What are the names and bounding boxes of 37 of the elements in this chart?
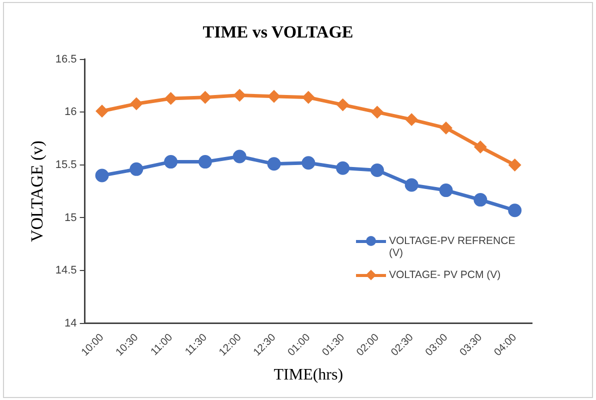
- legend-label: VOLTAGE-PV REFRENCE (V): [389, 235, 516, 259]
- point: [232, 150, 246, 164]
- y-tick-label: 14.5: [55, 264, 77, 277]
- point: [302, 156, 316, 170]
- point: [406, 114, 418, 126]
- point: [198, 155, 212, 169]
- point: [267, 157, 281, 171]
- point: [165, 92, 177, 104]
- point: [130, 98, 142, 110]
- point: [95, 168, 109, 182]
- point: [371, 106, 383, 118]
- y-tick-label: 16.5: [55, 53, 77, 66]
- point: [234, 90, 246, 102]
- point: [439, 184, 453, 198]
- point: [474, 141, 486, 153]
- point: [302, 92, 314, 104]
- x-axis-title: TIME(hrs): [274, 366, 344, 384]
- point: [370, 163, 384, 177]
- chart-title: TIME vs VOLTAGE: [202, 22, 354, 42]
- y-axis-title: VOLTAGE (v): [28, 140, 47, 242]
- point: [337, 99, 349, 111]
- point: [164, 155, 178, 169]
- point: [474, 193, 488, 207]
- point: [404, 178, 418, 192]
- point: [336, 161, 350, 175]
- y-tick-label: 15: [64, 212, 77, 224]
- y-tick-label: 16: [64, 106, 77, 118]
- point: [268, 90, 280, 102]
- y-tick-label: 14: [64, 317, 77, 330]
- point: [440, 122, 452, 134]
- point: [130, 162, 144, 176]
- y-tick-label: 15.5: [55, 158, 77, 171]
- legend-label: VOLTAGE- PV PCM (V): [389, 269, 501, 281]
- point: [508, 204, 522, 218]
- point: [199, 92, 211, 104]
- point: [509, 159, 521, 171]
- point: [96, 105, 108, 117]
